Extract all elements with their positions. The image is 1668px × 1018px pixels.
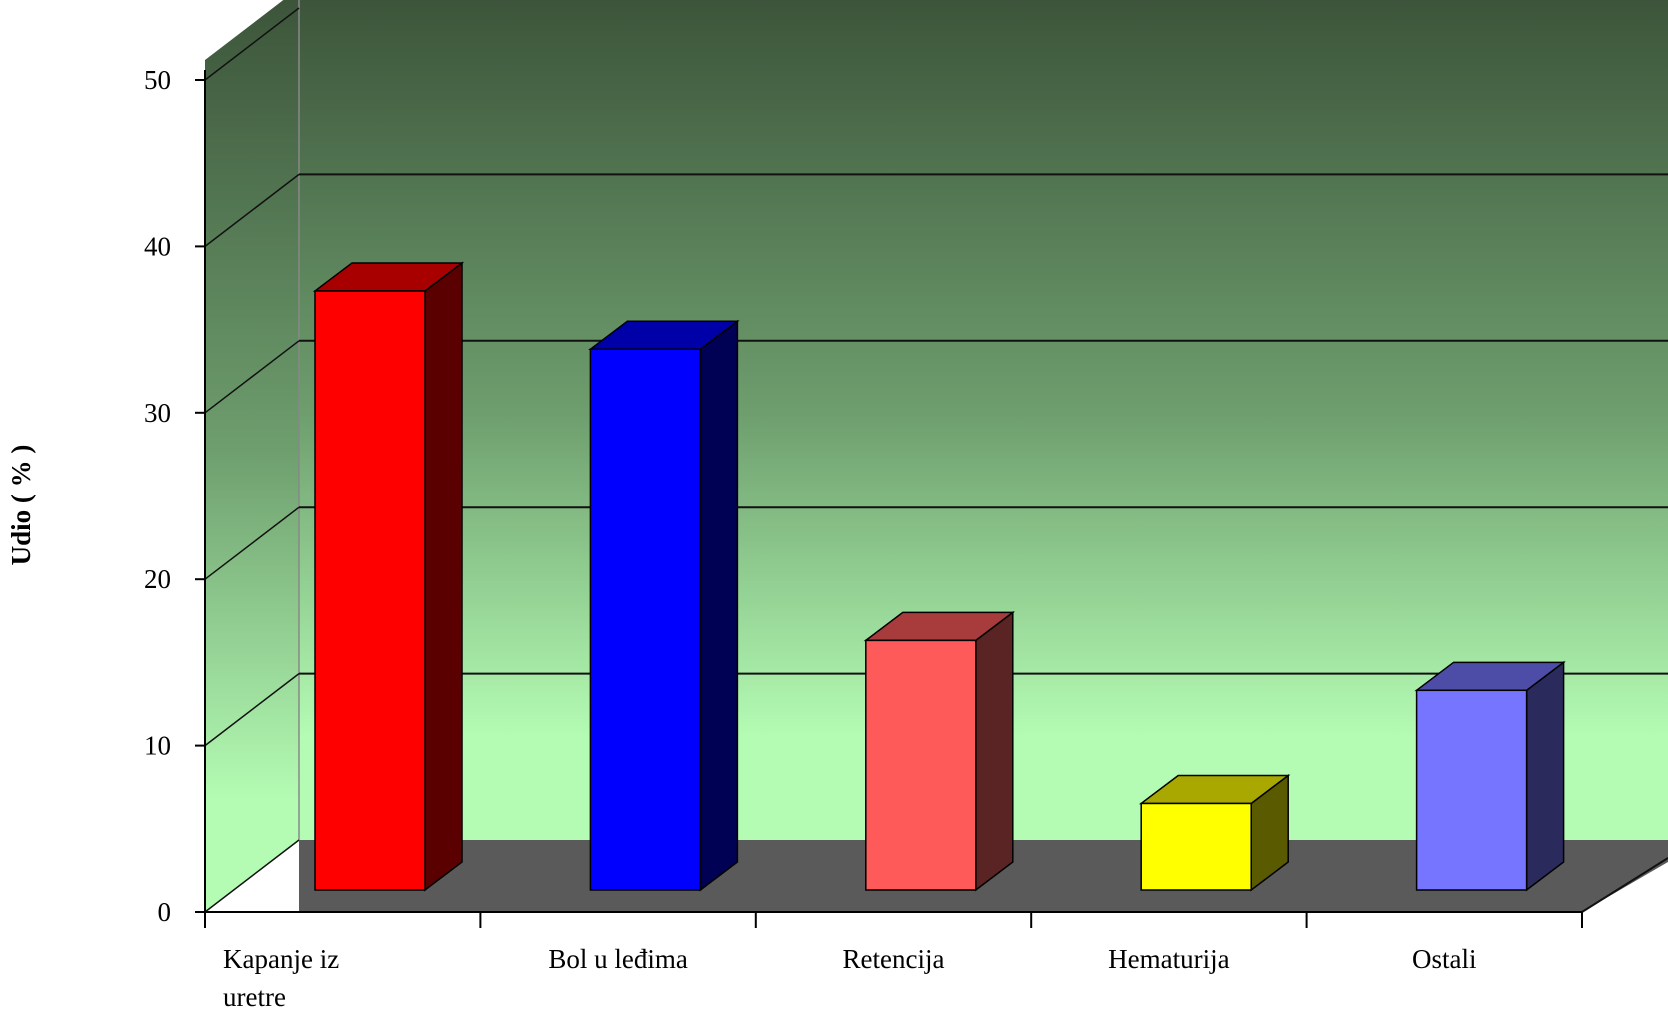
bar-front — [589, 348, 702, 891]
axis-labels: 0 10 20 30 40 50 Kapanje iz uretre Bol u leđima R… — [144, 65, 1477, 1012]
side-gridline-30 — [204, 340, 300, 414]
x-category-label: Hematurija — [1108, 944, 1229, 974]
x-category-label-line: Kapanje iz — [223, 944, 339, 974]
axes — [195, 70, 1583, 928]
x-category-label: Kapanje iz uretre — [223, 944, 339, 1012]
bar-3 — [863, 610, 1016, 892]
y-tick-label: 10 — [144, 731, 171, 761]
bar-front — [314, 290, 426, 891]
bar-4 — [1138, 773, 1291, 892]
bar-2 — [588, 319, 740, 892]
side-gridline-40 — [204, 173, 300, 247]
bar-side — [699, 319, 739, 892]
side-gridline-20 — [204, 506, 300, 580]
floor-edge — [1581, 857, 1668, 913]
x-category-label: Bol u leđima — [548, 944, 687, 974]
side-gridline-50 — [204, 7, 300, 81]
y-tick-label: 40 — [144, 231, 171, 261]
x-category-label-line: Hematurija — [1108, 944, 1229, 974]
y-tick-label: 20 — [144, 564, 171, 594]
y-tick-label: 50 — [144, 65, 171, 95]
side-wall — [205, 0, 299, 912]
y-tick-label: 0 — [158, 897, 172, 927]
bar-side — [1525, 660, 1565, 892]
bar-side — [975, 610, 1014, 892]
bar-front — [1140, 802, 1252, 891]
x-category-label-line: Ostali — [1412, 944, 1477, 974]
x-category-label-line: Retencija — [843, 944, 945, 974]
x-category-label: Ostali — [1412, 944, 1477, 974]
bar-front — [1415, 689, 1528, 891]
x-category-label-line: uretre — [223, 982, 286, 1012]
x-category-label-line: Bol u leđima — [548, 944, 687, 974]
bar-5 — [1414, 660, 1566, 892]
bars — [312, 261, 1566, 892]
y-tick-label: 30 — [144, 398, 171, 428]
x-category-label: Retencija — [843, 944, 945, 974]
bar-front — [865, 639, 977, 891]
side-gridline-10 — [204, 673, 300, 747]
bar-1 — [312, 261, 465, 892]
y-axis-title: Udio ( % ) — [6, 445, 36, 566]
bar-side — [424, 261, 463, 892]
side-gridline-base — [204, 839, 300, 913]
